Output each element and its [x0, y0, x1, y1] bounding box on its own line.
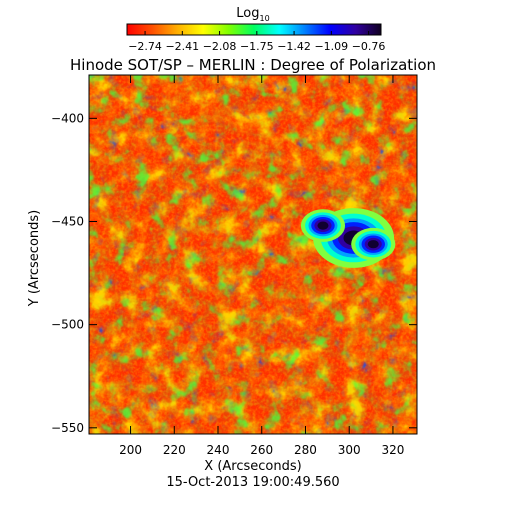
colorbar-ticks: −2.74 −2.41 −2.08 −1.75 −1.42 −1.09 −0.76 — [128, 31, 385, 53]
colorbar-tick-label: −1.09 — [314, 40, 348, 53]
y-axis-label: Y (Arcseconds) — [27, 210, 42, 307]
colorbar-gradient — [126, 23, 382, 36]
pore-ring — [317, 221, 329, 230]
y-tick-label: −550 — [51, 421, 84, 435]
x-tick-label: 220 — [163, 443, 186, 457]
sunspot-features — [300, 208, 396, 268]
colorbar-title: Log10 — [236, 6, 269, 23]
date-label: 15-Oct-2013 19:00:49.560 — [166, 475, 339, 490]
x-tick-label: 260 — [250, 443, 273, 457]
colorbar-tick-label: −2.41 — [165, 40, 199, 53]
x-axis-label: X (Arcseconds) — [204, 459, 301, 474]
x-axis-ticks: 200 220 240 260 280 300 320 — [119, 75, 404, 457]
polarization-map — [89, 75, 417, 434]
colorbar-tick-label: −2.74 — [128, 40, 162, 53]
colorbar-tick-label: −0.76 — [352, 40, 386, 53]
plot-frame — [88, 74, 418, 435]
chart-title: Hinode SOT/SP – MERLIN : Degree of Polar… — [70, 56, 436, 74]
y-tick-label: −500 — [51, 318, 84, 332]
y-tick-label: −450 — [51, 214, 84, 228]
pore-ring — [367, 240, 379, 249]
x-tick-label: 200 — [119, 443, 142, 457]
x-tick-label: 300 — [338, 443, 361, 457]
y-tick-label: −400 — [51, 111, 84, 125]
y-axis-ticks: −550 −500 −450 −400 — [51, 111, 417, 435]
colorbar: Log10 −2.74 −2.41 −2.08 −1.75 −1.42 −1.09 −0.7… — [126, 6, 385, 53]
x-tick-label: 280 — [294, 443, 317, 457]
colorbar-tick-label: −1.75 — [240, 40, 274, 53]
colorbar-tick-label: −2.08 — [203, 40, 237, 53]
colorbar-tick-label: −1.42 — [277, 40, 311, 53]
x-tick-label: 240 — [207, 443, 230, 457]
x-tick-label: 320 — [381, 443, 404, 457]
